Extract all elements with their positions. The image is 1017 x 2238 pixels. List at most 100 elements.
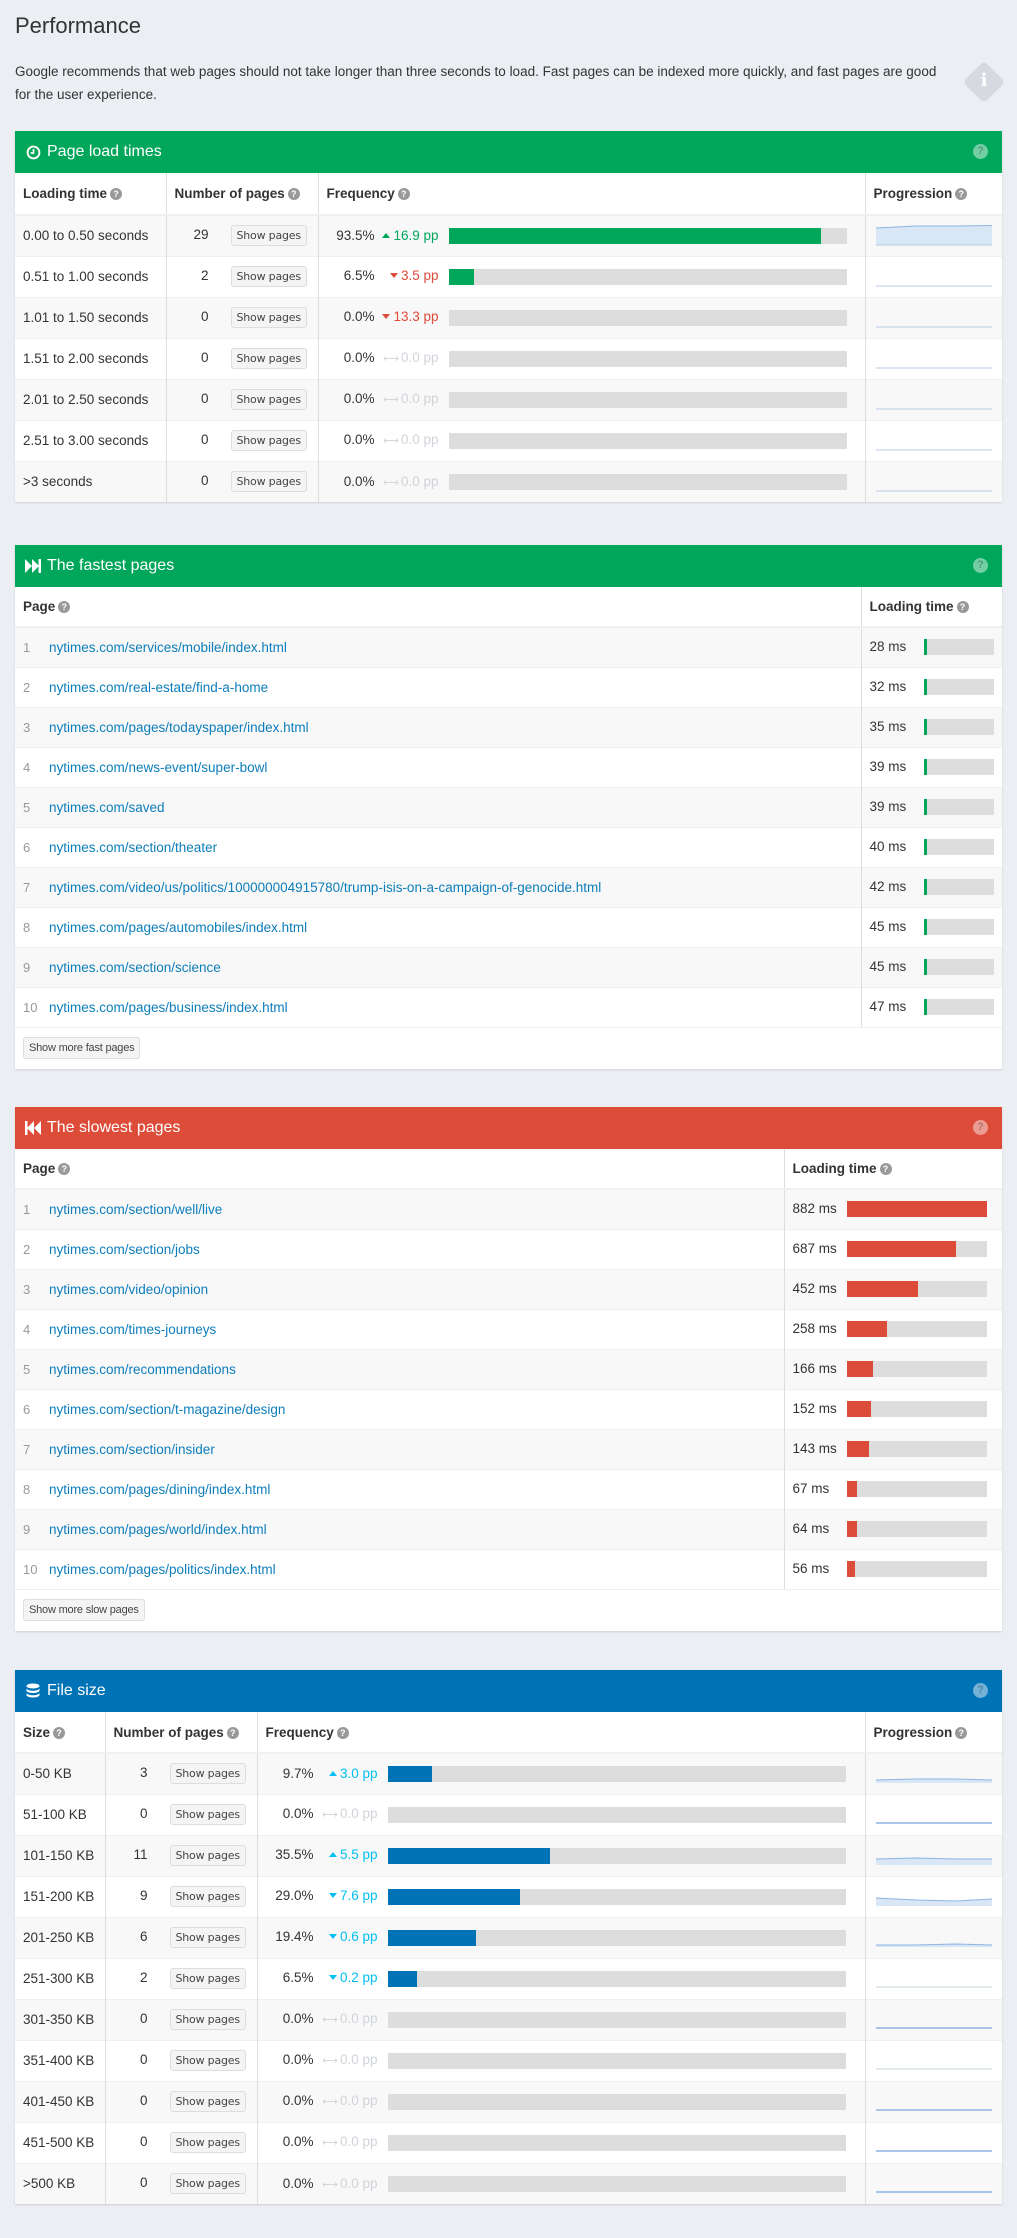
page-link[interactable]: nytimes.com/pages/politics/index.html xyxy=(49,1561,276,1577)
help-icon[interactable]: ? xyxy=(955,1726,968,1739)
help-icon[interactable]: ? xyxy=(956,601,969,613)
show-pages-button[interactable]: Show pages xyxy=(169,2009,246,2030)
page-link[interactable]: nytimes.com/pages/todayspaper/index.html xyxy=(49,719,309,735)
page-link[interactable]: nytimes.com/section/science xyxy=(49,959,221,975)
page-link[interactable]: nytimes.com/pages/automobiles/index.html xyxy=(49,919,308,935)
show-pages-button[interactable]: Show pages xyxy=(230,225,307,247)
frequency-bar xyxy=(387,1970,846,1987)
help-icon[interactable]: ? xyxy=(973,144,988,159)
rank-number: 2 xyxy=(23,1241,31,1257)
frequency-bar xyxy=(387,2134,846,2151)
help-icon[interactable]: ? xyxy=(110,188,122,200)
panel-header: Page load times ? xyxy=(15,131,1002,173)
frequency-percent: 9.7% xyxy=(282,1765,314,1781)
help-icon[interactable]: ? xyxy=(879,1163,892,1175)
help-icon[interactable]: ? xyxy=(226,1726,239,1739)
help-icon[interactable]: ? xyxy=(58,601,71,613)
rank-number: 6 xyxy=(23,1401,31,1417)
show-pages-button[interactable]: Show pages xyxy=(230,307,307,328)
page-count: 0 xyxy=(200,432,209,447)
fast-backward-icon xyxy=(25,1120,41,1136)
flat-arrow-icon: ⟷ xyxy=(383,435,399,448)
page-link[interactable]: nytimes.com/section/theater xyxy=(49,839,218,855)
panel-header: The slowest pages ? xyxy=(15,1107,1002,1149)
table-row: 8 nytimes.com/pages/dining/index.html 67 m… xyxy=(15,1468,1002,1509)
help-icon[interactable]: ? xyxy=(336,1726,349,1739)
table-row: 10 nytimes.com/pages/business/index.html 4… xyxy=(15,986,1002,1027)
delta-value: 13.3 pp xyxy=(375,309,439,324)
page-link[interactable]: nytimes.com/section/t-magazine/design xyxy=(49,1401,286,1417)
panel-header: File size ? xyxy=(15,1670,1002,1712)
loading-time-value: 39 ms xyxy=(869,758,907,774)
show-pages-button[interactable]: Show pages xyxy=(230,389,307,410)
table-row: 1 nytimes.com/services/mobile/index.html 2… xyxy=(15,626,1002,667)
show-pages-button[interactable]: Show pages xyxy=(169,1886,246,1907)
help-icon[interactable]: ? xyxy=(397,188,410,200)
show-pages-button[interactable]: Show pages xyxy=(169,2091,246,2112)
page-link[interactable]: nytimes.com/news-event/super-bowl xyxy=(49,759,268,775)
loading-time-range: 2.51 to 3.00 seconds xyxy=(15,419,166,461)
frequency-bar xyxy=(448,227,847,244)
help-icon[interactable]: ? xyxy=(973,1683,988,1698)
loading-time-bar xyxy=(846,1561,987,1578)
table-row: 3 nytimes.com/video/opinion 452 ms xyxy=(15,1268,1002,1309)
page-count: 0 xyxy=(200,473,209,489)
help-icon[interactable]: ? xyxy=(973,558,988,573)
show-pages-button[interactable]: Show pages xyxy=(169,2132,246,2153)
help-icon[interactable]: ? xyxy=(58,1163,71,1175)
col-progression: Progression? xyxy=(864,1712,1002,1754)
rank-number: 4 xyxy=(23,759,31,775)
show-pages-button[interactable]: Show pages xyxy=(230,430,307,451)
show-pages-button[interactable]: Show pages xyxy=(230,266,307,287)
page-link[interactable]: nytimes.com/video/us/politics/1000000049… xyxy=(49,879,602,895)
file-size-range: 301-350 KB xyxy=(15,1998,105,2040)
show-more-fast-pages-button[interactable]: Show more fast pages xyxy=(23,1037,141,1059)
page-link[interactable]: nytimes.com/section/jobs xyxy=(49,1241,200,1257)
show-pages-button[interactable]: Show pages xyxy=(169,2173,246,2195)
page-link[interactable]: nytimes.com/saved xyxy=(49,799,165,815)
rank-number: 1 xyxy=(23,1201,31,1217)
page-link[interactable]: nytimes.com/pages/business/index.html xyxy=(49,999,288,1015)
page-link[interactable]: nytimes.com/pages/dining/index.html xyxy=(49,1481,271,1497)
page-load-times-panel: Page load times ? Loading time? Number o… xyxy=(15,131,1002,502)
show-more-slow-pages-button[interactable]: Show more slow pages xyxy=(23,1599,145,1621)
loading-time-bar xyxy=(846,1321,987,1338)
rank-number: 9 xyxy=(23,1521,31,1537)
show-pages-button[interactable]: Show pages xyxy=(169,1927,246,1948)
page-link[interactable]: nytimes.com/section/insider xyxy=(49,1441,215,1457)
show-pages-button[interactable]: Show pages xyxy=(169,1845,246,1866)
page-link[interactable]: nytimes.com/real-estate/find-a-home xyxy=(49,679,269,695)
help-icon[interactable]: ? xyxy=(973,1120,988,1135)
page-link[interactable]: nytimes.com/video/opinion xyxy=(49,1281,209,1297)
rank-number: 5 xyxy=(23,1361,31,1377)
loading-time-bar xyxy=(923,919,994,936)
show-pages-button[interactable]: Show pages xyxy=(230,348,307,369)
loading-time-value: 39 ms xyxy=(869,798,907,814)
page-link[interactable]: nytimes.com/services/mobile/index.html xyxy=(49,639,287,655)
frequency-bar xyxy=(387,1888,846,1905)
show-pages-button[interactable]: Show pages xyxy=(230,471,307,493)
help-icon[interactable]: ? xyxy=(53,1726,66,1739)
show-pages-button[interactable]: Show pages xyxy=(169,2050,246,2071)
show-pages-button[interactable]: Show pages xyxy=(169,1763,246,1785)
panel-title: File size xyxy=(47,1682,106,1699)
file-size-range: 251-300 KB xyxy=(15,1957,105,1999)
loading-time-range: >3 seconds xyxy=(15,460,166,502)
page-count: 0 xyxy=(139,2052,148,2067)
page-link[interactable]: nytimes.com/section/well/live xyxy=(49,1201,223,1217)
flat-arrow-icon: ⟷ xyxy=(322,2178,338,2191)
loading-time-range: 1.01 to 1.50 seconds xyxy=(15,296,166,338)
col-frequency: Frequency? xyxy=(256,1712,865,1754)
show-pages-button[interactable]: Show pages xyxy=(169,1804,246,1825)
page-link[interactable]: nytimes.com/recommendations xyxy=(49,1361,236,1377)
table-row: 5 nytimes.com/saved 39 ms xyxy=(15,786,1002,827)
help-icon[interactable]: ? xyxy=(287,188,300,200)
slowest-pages-panel: The slowest pages ? Page? Loading time? … xyxy=(15,1107,1002,1631)
database-icon xyxy=(25,1683,41,1699)
col-page: Page? xyxy=(15,1149,784,1190)
page-link[interactable]: nytimes.com/pages/world/index.html xyxy=(49,1521,267,1537)
show-pages-button[interactable]: Show pages xyxy=(169,1968,246,1989)
progression-sparkline xyxy=(875,2191,992,2193)
help-icon[interactable]: ? xyxy=(955,188,968,200)
page-link[interactable]: nytimes.com/times-journeys xyxy=(49,1321,217,1337)
